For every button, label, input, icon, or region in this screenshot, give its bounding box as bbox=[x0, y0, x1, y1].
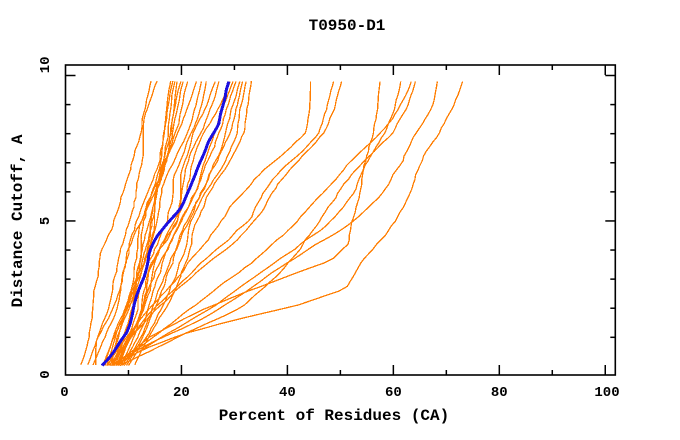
y-axis-title: Distance Cutoff, A bbox=[9, 134, 27, 307]
x-tick-label-100: 100 bbox=[594, 385, 619, 401]
x-tick-label-20: 20 bbox=[173, 385, 190, 401]
model-19-curve bbox=[125, 81, 244, 366]
model-21-curve bbox=[134, 80, 253, 366]
model-25-curve bbox=[113, 81, 381, 367]
model-01-curve bbox=[80, 80, 152, 366]
x-axis-title: Percent of Residues (CA) bbox=[219, 407, 449, 425]
x-tick-label-80: 80 bbox=[491, 385, 508, 401]
model-29-curve bbox=[110, 81, 438, 367]
model-23-curve bbox=[108, 81, 335, 366]
model-27-curve bbox=[117, 81, 412, 367]
chart-title: T0950-D1 bbox=[309, 17, 386, 35]
highlighted-model-curve bbox=[100, 81, 231, 367]
plot-border bbox=[64, 64, 617, 376]
x-tick-label-40: 40 bbox=[279, 385, 296, 401]
model-05-curve bbox=[102, 81, 176, 366]
model-11-curve bbox=[112, 81, 203, 366]
model-24-curve bbox=[110, 81, 343, 366]
model-09-curve bbox=[109, 81, 189, 366]
model-28-curve bbox=[119, 81, 417, 367]
model-30-curve bbox=[112, 81, 464, 367]
model-04-curve bbox=[94, 80, 174, 365]
model-08-curve bbox=[107, 81, 184, 366]
y-tick-label-0: 0 bbox=[38, 370, 54, 378]
y-tick-label-10: 10 bbox=[38, 56, 54, 73]
model-curves-group bbox=[80, 80, 464, 367]
x-tick-label-60: 60 bbox=[385, 385, 402, 401]
model-22-curve bbox=[106, 81, 312, 366]
model-26-curve bbox=[115, 81, 402, 367]
axis-ticks-group bbox=[65, 65, 616, 375]
x-tick-label-0: 0 bbox=[60, 385, 68, 401]
tick-labels-group: 0 20 40 60 80 100 0 5 10 bbox=[38, 56, 620, 401]
y-tick-label-5: 5 bbox=[38, 217, 54, 225]
plot-frame bbox=[64, 64, 617, 376]
model-02-curve bbox=[87, 80, 158, 366]
model-20-curve bbox=[127, 81, 247, 366]
